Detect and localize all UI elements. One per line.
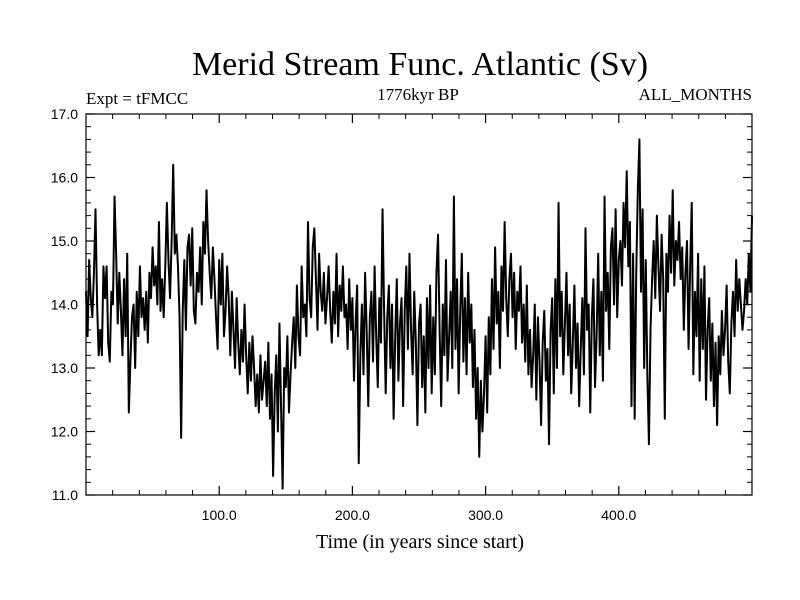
x-tick-label: 100.0: [202, 507, 237, 523]
time-period-label: 1776kyr BP: [377, 85, 459, 104]
x-tick-label: 300.0: [468, 507, 503, 523]
x-axis-label: Time (in years since start): [316, 531, 524, 553]
series-line-tfmcc: [85, 138, 753, 490]
x-axis: 100.0 200.0 300.0 400.0: [112, 114, 726, 523]
y-tick-label: 16.0: [51, 170, 78, 186]
y-tick-label: 17.0: [51, 106, 78, 122]
y-tick-label: 15.0: [51, 233, 78, 249]
months-label: ALL_MONTHS: [639, 85, 752, 104]
y-tick-label: 13.0: [51, 360, 78, 376]
x-tick-label: 400.0: [601, 507, 636, 523]
experiment-label: Expt = tFMCC: [86, 89, 188, 108]
y-tick-label: 11.0: [52, 487, 78, 503]
y-tick-label: 12.0: [51, 424, 78, 440]
chart-title: Merid Stream Func. Atlantic (Sv): [192, 46, 648, 83]
y-tick-label: 14.0: [51, 297, 78, 313]
x-tick-label: 200.0: [335, 507, 370, 523]
y-axis: 11.0 12.0 13.0 14.0 15.0 16.0 17.0: [51, 106, 752, 503]
